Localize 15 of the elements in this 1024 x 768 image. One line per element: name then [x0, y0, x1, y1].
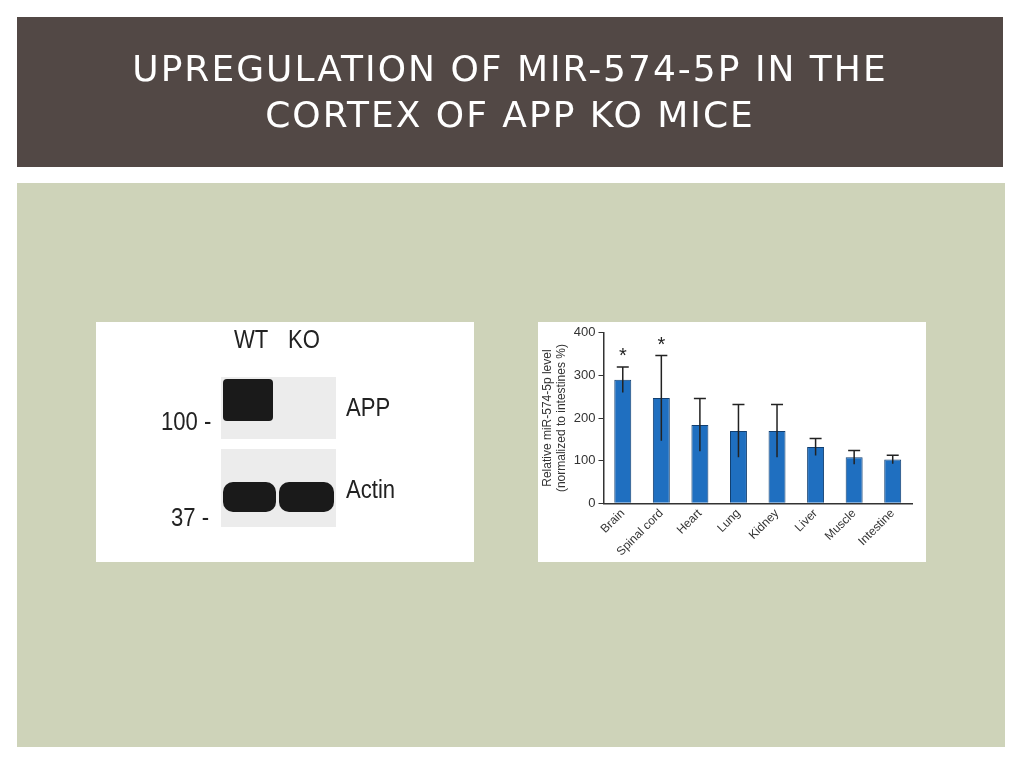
y-tick-label: 300 — [573, 367, 596, 383]
annotation: * — [657, 332, 666, 355]
text: 100 - — [161, 406, 212, 437]
text: UPREGULATION OF MIR-574-5P IN THE CORTEX OF APP KO MICE — [17, 17, 1003, 167]
y-tick-label: 100 — [573, 452, 596, 468]
text: Actin — [346, 474, 396, 505]
y-tick-label: 0 — [588, 494, 596, 510]
text: KO — [288, 324, 320, 355]
y-tick-label: 200 — [573, 409, 596, 425]
y-axis-title: Relative miR-574-5p level (normalized to intestines %) — [539, 344, 568, 493]
text: 37 - — [171, 502, 210, 533]
text: WT — [234, 324, 269, 355]
text: APP — [346, 392, 391, 423]
y-tick-label: 400 — [573, 324, 596, 340]
annotation: * — [618, 344, 627, 367]
